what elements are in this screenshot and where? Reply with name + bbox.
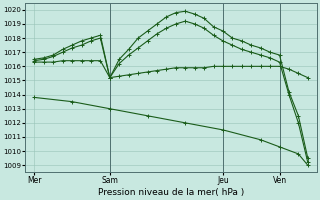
X-axis label: Pression niveau de la mer( hPa ): Pression niveau de la mer( hPa ) bbox=[98, 188, 244, 197]
